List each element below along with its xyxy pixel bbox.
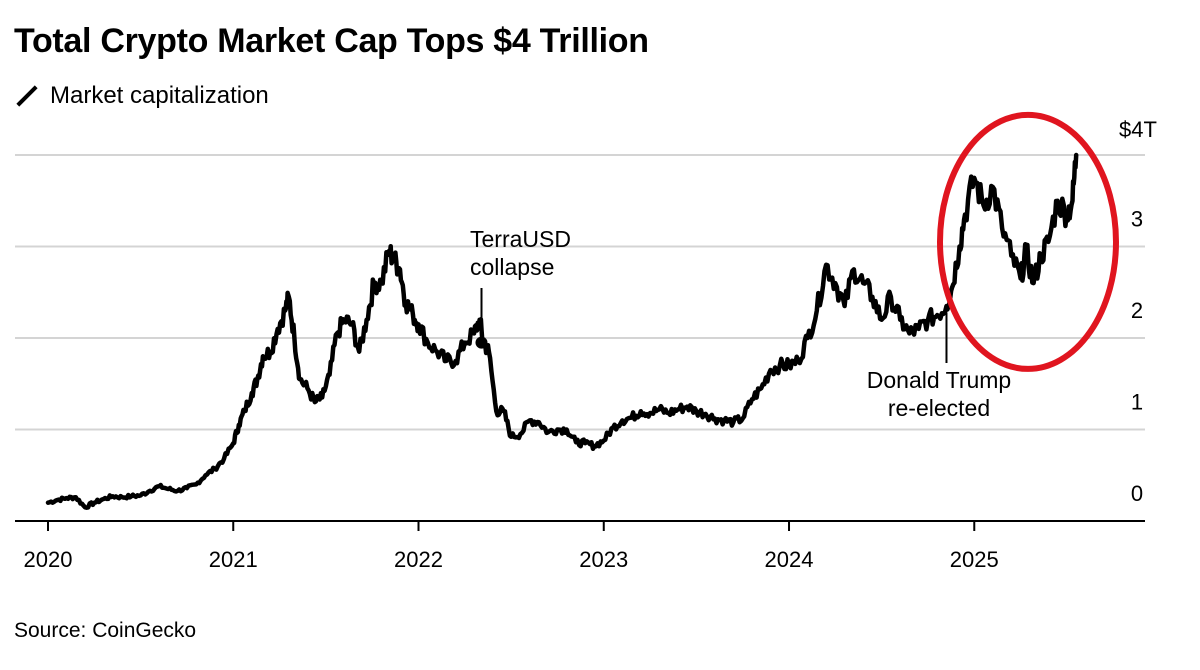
series-line-market-cap	[45, 152, 1079, 510]
y-tick-label: 3	[1131, 207, 1143, 232]
annotation-terra-line2: collapse	[470, 254, 554, 280]
y-tick-label: $4T	[1119, 117, 1157, 142]
y-tick-label: 1	[1131, 390, 1143, 415]
y-tick-label: 2	[1131, 298, 1143, 323]
source-note: Source: CoinGecko	[14, 619, 197, 642]
legend-label: Market capitalization	[50, 82, 269, 109]
chart-title: Total Crypto Market Cap Tops $4 Trillion	[14, 22, 649, 60]
x-tick-label: 2020	[24, 547, 73, 572]
y-tick-label: 0	[1131, 481, 1143, 506]
highlight-ellipse	[936, 111, 1119, 372]
x-tick-label: 2021	[209, 547, 258, 572]
x-tick-label: 2022	[394, 547, 443, 572]
annotation-trump-line1: Donald Trump	[867, 367, 1011, 393]
annotation-trump-line2: re-elected	[888, 395, 990, 421]
x-tick-label: 2025	[950, 547, 999, 572]
x-tick-label: 2023	[579, 547, 628, 572]
legend: Market capitalization	[16, 82, 269, 110]
x-tick-label: 2024	[765, 547, 814, 572]
annotation-marker-terra	[475, 336, 488, 349]
annotation-terra-line1: TerraUSD	[470, 226, 571, 252]
